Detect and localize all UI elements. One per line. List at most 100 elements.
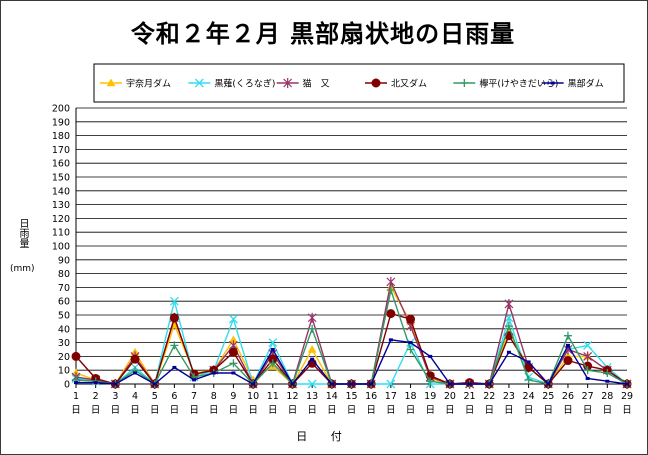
x-tick-suffix-29: 日 xyxy=(622,405,632,416)
series-6-point-10 xyxy=(251,382,256,386)
series-5-point-23 xyxy=(504,322,513,331)
x-tick-label-4: 4 xyxy=(132,391,138,402)
y-tick-label-170: 170 xyxy=(52,145,70,156)
series-5-point-28 xyxy=(603,368,612,377)
legend-label-4: 北又ダム xyxy=(391,78,427,90)
x-tick-label-27: 27 xyxy=(582,391,594,402)
series-5-point-11 xyxy=(268,359,277,368)
series-6-point-27 xyxy=(585,376,590,380)
series-4-point-26 xyxy=(563,356,573,366)
x-tick-label-1: 1 xyxy=(73,391,79,402)
y-tick-label-60: 60 xyxy=(58,297,70,308)
x-tick-suffix-8: 日 xyxy=(209,405,219,416)
series-4-point-6 xyxy=(169,313,179,323)
series-6-point-4 xyxy=(133,371,138,375)
x-tick-suffix-3: 日 xyxy=(111,405,121,416)
x-tick-suffix-12: 日 xyxy=(288,405,298,416)
x-tick-label-11: 11 xyxy=(267,391,279,402)
y-tick-label-130: 130 xyxy=(52,200,70,211)
series-6-point-20 xyxy=(447,382,452,386)
x-tick-label-18: 18 xyxy=(404,391,416,402)
x-tick-label-14: 14 xyxy=(326,391,338,402)
x-tick-label-28: 28 xyxy=(601,391,613,402)
series-2-point-11 xyxy=(268,338,278,348)
x-tick-suffix-22: 日 xyxy=(484,405,494,416)
y-tick-label-50: 50 xyxy=(58,311,70,322)
series-5-point-6 xyxy=(170,341,179,350)
y-tick-label-0: 0 xyxy=(64,380,70,391)
x-tick-suffix-13: 日 xyxy=(307,405,317,416)
y-tick-label-160: 160 xyxy=(52,159,70,170)
y-tick-label-30: 30 xyxy=(58,338,70,349)
series-4-point-17 xyxy=(386,309,396,319)
x-tick-label-5: 5 xyxy=(152,391,158,402)
y-tick-label-150: 150 xyxy=(52,173,70,184)
x-tick-label-16: 16 xyxy=(365,391,377,402)
x-tick-label-26: 26 xyxy=(562,391,574,402)
legend-label-1: 宇奈月ダム xyxy=(126,78,171,90)
x-tick-label-7: 7 xyxy=(191,391,197,402)
series-6-point-3 xyxy=(113,382,118,386)
series-2-point-27 xyxy=(583,340,593,350)
y-tick-label-10: 10 xyxy=(58,366,70,377)
series-5-point-13 xyxy=(308,324,317,333)
series-6-point-6 xyxy=(172,365,177,369)
legend-label-6: 黒部ダム xyxy=(568,78,604,90)
series-5-point-18 xyxy=(406,345,415,354)
x-tick-suffix-27: 日 xyxy=(583,405,593,416)
x-tick-suffix-1: 日 xyxy=(71,405,81,416)
x-tick-label-6: 6 xyxy=(171,391,177,402)
y-tick-label-90: 90 xyxy=(58,255,70,266)
legend-marker-5 xyxy=(460,79,469,87)
series-2-point-17 xyxy=(386,379,396,389)
x-tick-suffix-26: 日 xyxy=(563,405,573,416)
y-axis-label-text: 日雨量 xyxy=(17,218,28,248)
series-5-point-19 xyxy=(426,377,435,386)
y-tick-label-20: 20 xyxy=(58,352,70,363)
x-tick-label-23: 23 xyxy=(503,391,515,402)
x-tick-label-8: 8 xyxy=(211,391,217,402)
series-6-point-7 xyxy=(192,378,197,382)
x-tick-suffix-11: 日 xyxy=(268,405,278,416)
series-6-point-5 xyxy=(152,382,157,386)
series-5-point-17 xyxy=(386,286,395,295)
x-tick-label-10: 10 xyxy=(247,391,259,402)
legend-label-5: 欅平(けやきだいら) xyxy=(479,79,558,90)
series-4-point-9 xyxy=(228,347,238,357)
series-2-point-6 xyxy=(169,296,179,306)
x-tick-label-3: 3 xyxy=(112,391,118,402)
y-tick-label-70: 70 xyxy=(58,283,70,294)
legend-label-3: 猫 又 xyxy=(303,78,330,90)
series-1-point-13 xyxy=(307,344,317,353)
series-6-point-21 xyxy=(467,382,472,386)
x-tick-label-2: 2 xyxy=(93,391,99,402)
series-5-point-9 xyxy=(229,359,238,368)
legend xyxy=(93,63,625,103)
series-5-point-24 xyxy=(524,375,533,384)
x-tick-suffix-2: 日 xyxy=(91,405,101,416)
series-2-point-9 xyxy=(228,314,238,324)
x-tick-label-20: 20 xyxy=(444,391,456,402)
x-tick-label-22: 22 xyxy=(483,391,495,402)
series-3-point-17 xyxy=(386,276,396,287)
x-tick-label-21: 21 xyxy=(464,391,476,402)
series-6-point-16 xyxy=(369,382,374,386)
y-tick-label-100: 100 xyxy=(52,242,70,253)
series-6-point-29 xyxy=(625,382,629,386)
x-tick-label-15: 15 xyxy=(345,391,357,402)
x-tick-suffix-14: 日 xyxy=(327,405,337,416)
legend-marker-1 xyxy=(106,78,116,87)
legend-marker-2 xyxy=(194,78,204,88)
x-tick-suffix-18: 日 xyxy=(406,405,416,416)
series-6-point-26 xyxy=(565,343,570,347)
x-tick-label-19: 19 xyxy=(424,391,436,402)
x-tick-suffix-21: 日 xyxy=(465,405,475,416)
legend-marker-4 xyxy=(371,78,381,88)
series-6-point-22 xyxy=(487,382,492,386)
y-tick-label-200: 200 xyxy=(52,104,70,115)
x-tick-suffix-25: 日 xyxy=(544,405,554,416)
series-3-point-23 xyxy=(504,298,514,309)
series-5-point-27 xyxy=(583,366,592,375)
series-6-point-23 xyxy=(506,350,511,354)
